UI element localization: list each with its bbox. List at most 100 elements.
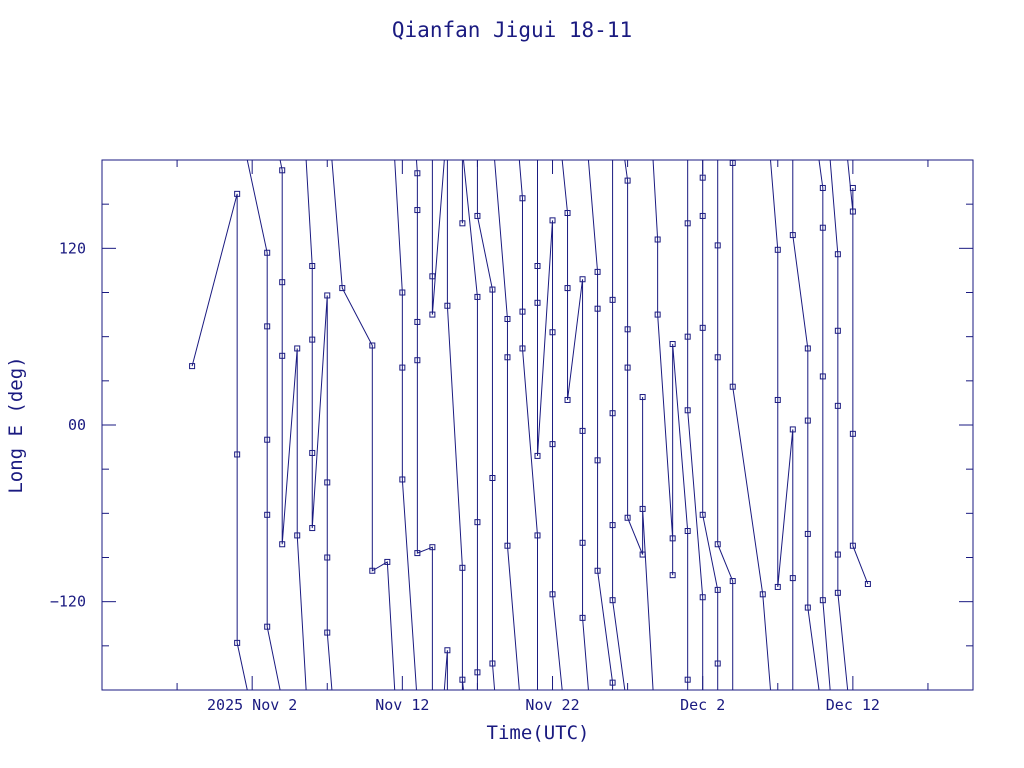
data-point (414, 550, 421, 557)
data-point (804, 604, 811, 611)
data-point (789, 426, 796, 433)
data-point (699, 511, 706, 518)
data-point (399, 289, 406, 296)
data-point (579, 614, 586, 621)
data-point (474, 519, 481, 526)
data-point (714, 354, 721, 361)
data-point (759, 591, 766, 598)
data-point (594, 305, 601, 312)
data-point (309, 263, 316, 269)
data-point (789, 232, 796, 239)
data-point (639, 551, 646, 558)
data-point (819, 597, 826, 604)
data-point (774, 396, 781, 403)
data-point (684, 528, 691, 534)
data-point (474, 669, 481, 676)
data-point (489, 660, 496, 667)
data-point (549, 329, 556, 336)
data-point (504, 316, 511, 322)
data-point (369, 567, 376, 574)
data-point (264, 249, 271, 256)
data-point (609, 296, 616, 303)
data-point (729, 159, 736, 166)
data-point (519, 345, 526, 352)
data-point (654, 311, 661, 318)
y-tick-label: 00 (68, 416, 86, 434)
data-point (279, 352, 286, 359)
data-point (519, 308, 526, 315)
data-point (234, 639, 241, 646)
data-point (414, 170, 421, 177)
data-point (264, 623, 271, 630)
data-point (669, 572, 676, 579)
data-point (534, 452, 541, 459)
data-point (654, 236, 661, 243)
data-point (459, 676, 466, 683)
data-series (189, 159, 871, 690)
data-point (594, 268, 601, 275)
data-point (624, 364, 631, 371)
data-point (369, 342, 376, 349)
data-point (804, 417, 811, 424)
data-point (639, 394, 646, 401)
data-point (414, 207, 421, 214)
data-point (774, 583, 781, 590)
data-point (489, 286, 496, 293)
data-point (714, 242, 721, 249)
data-point (309, 336, 316, 343)
data-point (699, 174, 706, 181)
data-point (729, 578, 736, 585)
data-point (819, 373, 826, 380)
data-point (534, 299, 541, 306)
x-axis-label: Time(UTC) (487, 722, 590, 744)
data-point (834, 327, 841, 334)
x-tick-label: Dec 12 (826, 696, 880, 714)
data-point (444, 647, 451, 654)
axis-tick-labels: 2025 Nov 2 Nov 12 Nov 22 Dec 2 Dec 12 120 00 −1… (50, 239, 880, 714)
data-point (459, 220, 466, 227)
data-point (474, 212, 481, 219)
data-point (549, 441, 556, 448)
y-tick-label: 120 (59, 239, 86, 257)
data-point (234, 451, 241, 458)
data-point (834, 402, 841, 409)
x-tick-label: 2025 Nov 2 (207, 696, 297, 714)
data-point (594, 457, 601, 464)
data-point (699, 594, 706, 601)
data-point (324, 479, 331, 486)
data-point (429, 273, 436, 280)
series-line (191, 160, 869, 690)
data-point (804, 530, 811, 537)
data-point (684, 220, 691, 227)
y-tick-label: −120 (50, 593, 86, 611)
data-point (789, 575, 796, 582)
data-point (594, 567, 601, 574)
data-point (279, 279, 286, 286)
data-point (294, 345, 301, 352)
data-point (684, 333, 691, 340)
data-point (699, 324, 706, 331)
data-point (399, 364, 406, 371)
data-point (729, 383, 736, 390)
data-point (429, 311, 436, 318)
data-point (309, 449, 316, 456)
chart-title: Qianfan Jigui 18-11 (392, 18, 632, 42)
data-point (324, 629, 331, 636)
data-point (414, 318, 421, 325)
data-point (834, 551, 841, 558)
data-point (489, 475, 496, 481)
data-point (324, 554, 331, 561)
data-point (609, 410, 616, 417)
data-point (579, 276, 586, 283)
data-point (819, 224, 826, 231)
data-point (669, 535, 676, 542)
data-point (264, 323, 271, 330)
data-point (564, 210, 571, 216)
data-point (549, 591, 556, 598)
x-tick-label: Nov 22 (525, 696, 579, 714)
data-point (384, 558, 391, 565)
data-point (504, 354, 511, 361)
data-point (804, 345, 811, 352)
data-point (834, 589, 841, 596)
